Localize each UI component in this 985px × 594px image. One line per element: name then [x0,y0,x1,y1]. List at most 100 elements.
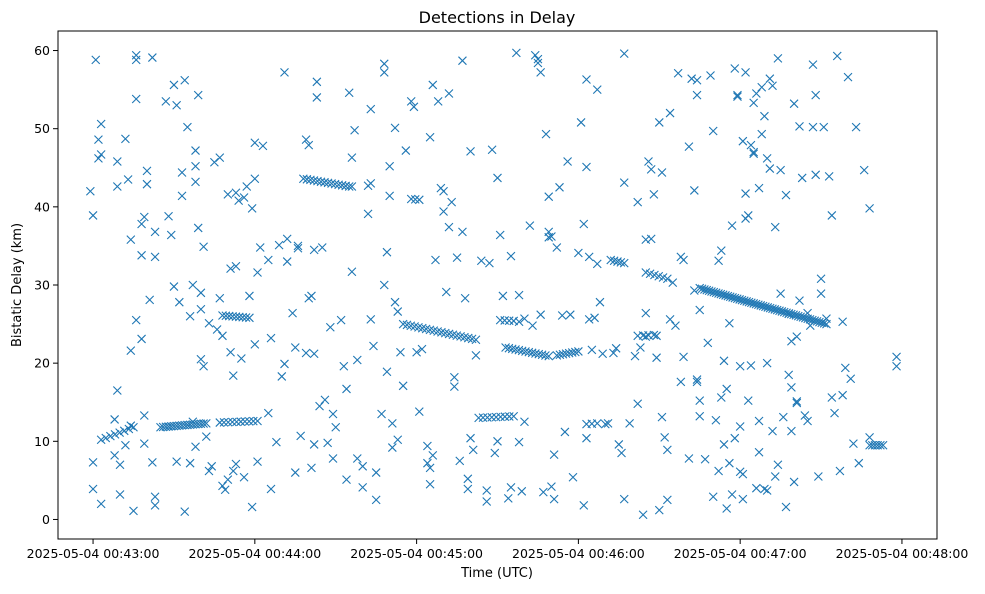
detection-marker [290,343,300,352]
detection-marker [652,353,661,363]
detection-marker [816,274,826,284]
detection-marker [757,129,767,139]
detection-marker [789,477,799,487]
detection-marker [417,344,427,354]
detection-marker [444,89,454,98]
detection-marker [536,68,546,77]
detection-marker [409,102,419,112]
detection-marker [288,308,297,318]
detection-marker [719,356,729,366]
detection-marker [582,433,591,443]
detection-marker [603,418,613,428]
detection-marker [795,121,804,131]
detection-marker [307,291,316,301]
detection-marker [703,338,713,348]
detection-marker [414,407,424,416]
detection-marker [792,398,802,408]
detection-marker [215,153,225,162]
detection-marker [741,68,750,77]
detection-marker [382,367,392,377]
detection-marker [743,211,753,220]
detection-marker [412,347,421,357]
detection-marker [96,150,106,159]
detection-marker [851,122,861,132]
detection-marker [401,146,411,155]
detection-marker [792,332,802,341]
detection-marker [258,141,268,151]
detection-marker [304,140,314,150]
detection-marker [536,310,546,320]
detection-marker [560,427,570,437]
detection-marker [773,53,783,63]
detection-marker [795,296,804,306]
detection-marker [843,72,853,82]
detection-marker [679,352,688,362]
detection-marker [240,417,250,426]
detection-marker [312,93,322,102]
detection-marker [129,506,138,516]
detection-marker [824,171,834,181]
detection-marker [460,293,470,303]
detection-marker [150,252,160,262]
detection-marker [115,490,125,499]
detection-marker [584,314,594,324]
detection-marker [115,428,125,437]
detection-marker [282,234,292,244]
detection-marker [231,188,241,198]
detection-marker [342,475,351,484]
detection-marker [323,178,333,188]
detection-marker [509,411,519,421]
detection-marker [706,71,715,80]
detection-marker [231,312,241,322]
detection-marker [649,189,659,199]
detection-marker [183,122,192,132]
detection-marker [227,417,237,427]
detection-marker [609,348,618,358]
detection-marker [334,180,344,190]
detection-marker [587,345,597,355]
detection-marker [255,243,265,252]
chart-title: Detections in Delay [419,8,576,27]
detection-marker [126,346,136,356]
y-tick-label: 0 [42,512,50,527]
detection-marker [827,393,837,402]
detection-marker [735,361,745,371]
detection-marker [239,472,249,482]
detection-marker [730,433,740,443]
detection-marker [617,448,626,458]
detection-marker [253,416,262,426]
detection-marker [762,154,772,163]
detection-marker [110,415,120,424]
detection-marker [266,484,276,494]
detection-marker [199,361,208,371]
detection-marker [749,98,759,108]
detection-marker [565,310,575,320]
detection-marker [358,461,368,471]
detection-marker [191,146,200,155]
detection-marker [547,232,556,241]
detection-marker [145,295,155,305]
detection-marker [749,149,759,159]
detection-marker [309,245,319,255]
detection-marker [781,502,791,512]
detection-marker [309,440,319,449]
detection-marker [316,177,326,187]
detection-marker [441,287,451,297]
y-tick-label: 50 [34,121,50,136]
detection-marker [568,472,578,482]
detection-marker [94,135,103,145]
detection-marker [188,417,198,427]
detection-marker [692,75,702,85]
detection-marker [193,90,203,100]
detection-marker [520,314,529,323]
detection-marker [493,436,502,446]
detection-marker [185,311,195,321]
detection-marker [609,256,619,266]
detection-marker [231,261,241,271]
detection-marker [241,313,251,322]
detection-marker [584,252,594,262]
detection-marker [485,258,494,268]
detection-marker [224,311,234,321]
detection-marker [684,454,694,463]
